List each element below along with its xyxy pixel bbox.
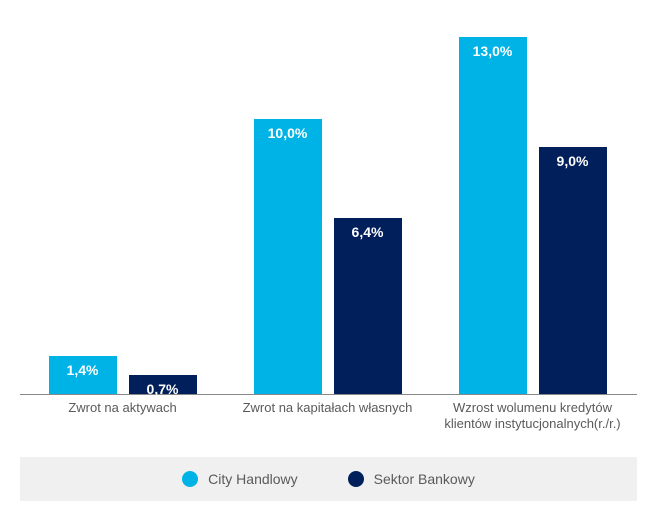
category-label: Zwrot na aktywach: [20, 400, 225, 416]
legend-item: Sektor Bankowy: [348, 471, 475, 487]
legend-swatch: [348, 471, 364, 487]
bar-value-label: 9,0%: [539, 153, 607, 169]
bar-value-label: 10,0%: [254, 125, 322, 141]
bar-value-label: 0,7%: [129, 381, 197, 397]
bar-value-label: 1,4%: [49, 362, 117, 378]
bar-sektor-bankowy: 6,4%: [334, 218, 402, 394]
bar-city-handlowy: 1,4%: [49, 356, 117, 395]
legend-label: Sektor Bankowy: [374, 471, 475, 487]
bar-sektor-bankowy: 0,7%: [129, 375, 197, 394]
plot-area: 1,4% 0,7% 10,0% 6,4% 13,0% 9,0%: [20, 10, 637, 395]
legend-item: City Handlowy: [182, 471, 297, 487]
legend-swatch: [182, 471, 198, 487]
legend: City Handlowy Sektor Bankowy: [20, 457, 637, 501]
category-axis: Zwrot na aktywach Zwrot na kapitałach wł…: [20, 400, 637, 450]
bar-group: 13,0% 9,0%: [430, 10, 635, 394]
bar-city-handlowy: 13,0%: [459, 37, 527, 395]
bar-group: 10,0% 6,4%: [225, 10, 430, 394]
bar-city-handlowy: 10,0%: [254, 119, 322, 394]
category-label: Wzrost wolumenu kredytów klientów instyt…: [430, 400, 635, 433]
bar-value-label: 6,4%: [334, 224, 402, 240]
bar-group: 1,4% 0,7%: [20, 10, 225, 394]
category-label: Zwrot na kapitałach własnych: [225, 400, 430, 416]
bar-chart: 1,4% 0,7% 10,0% 6,4% 13,0% 9,0% Zw: [0, 0, 657, 511]
bar-sektor-bankowy: 9,0%: [539, 147, 607, 395]
legend-label: City Handlowy: [208, 471, 297, 487]
bar-value-label: 13,0%: [459, 43, 527, 59]
